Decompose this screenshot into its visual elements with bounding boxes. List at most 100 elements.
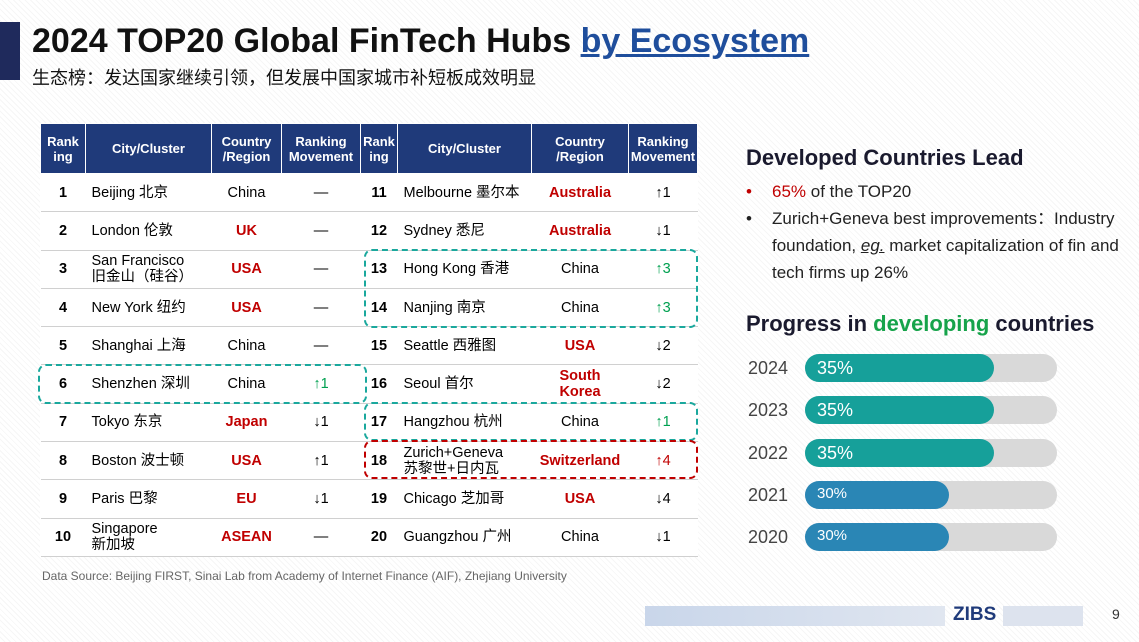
country-cell: China — [211, 364, 282, 404]
column-header: Country /Region — [531, 123, 629, 174]
country-cell: USA — [531, 479, 629, 519]
movement-cell: ↑1 — [281, 441, 361, 481]
source-note: Data Source: Beijing FIRST, Sinai Lab fr… — [42, 569, 567, 583]
movement-cell: — — [281, 288, 361, 328]
logo-text: ZIBS — [953, 604, 997, 625]
column-header: Ranking Movement — [281, 123, 361, 174]
rank-cell: 13 — [360, 250, 398, 289]
movement-cell: — — [281, 211, 361, 251]
city-cell: Singapore 新加坡 — [85, 518, 212, 557]
city-cell: Tokyo 东京 — [85, 403, 212, 443]
chart-title-text: countries — [989, 311, 1095, 336]
table-row: 9 Paris 巴黎 EU ↓1 19 Chicago 芝加哥 USA ↓4 — [40, 479, 698, 519]
table-row: 1 Beijing 北京 China —11 Melbourne 墨尔本 Australi… — [40, 173, 698, 213]
rank-cell: 6 — [40, 364, 86, 404]
country-cell: China — [531, 403, 629, 443]
rank-cell: 8 — [40, 441, 86, 481]
city-cell: Hangzhou 杭州 — [397, 403, 532, 443]
rank-cell: 2 — [40, 211, 86, 251]
country-cell: China — [211, 326, 282, 366]
country-cell: China — [531, 250, 629, 289]
movement-cell: ↓4 — [628, 479, 698, 519]
column-header: City/Cluster — [397, 123, 532, 174]
rank-cell: 11 — [360, 173, 398, 213]
highlight-box — [364, 402, 698, 441]
movement-cell: ↑4 — [628, 441, 698, 481]
country-cell: China — [531, 518, 629, 557]
title-text: 2024 TOP20 Global FinTech Hubs — [32, 22, 581, 60]
table-row: 5 Shanghai 上海 China —15 Seattle 西雅图 USA ↓2 — [40, 326, 698, 366]
rank-cell: 5 — [40, 326, 86, 366]
movement-cell: — — [281, 250, 361, 289]
chart-title-highlight: developing — [873, 311, 990, 336]
movement-cell: ↓1 — [628, 211, 698, 251]
rank-cell: 18 — [360, 441, 398, 481]
bullet-text: market capitalization of fin and tech fi… — [772, 236, 1119, 282]
bullet-text: of the TOP20 — [806, 182, 912, 201]
column-header: Rank ing — [360, 123, 398, 174]
column-header: City/Cluster — [85, 123, 212, 174]
city-cell: San Francisco 旧金山（硅谷） — [85, 250, 212, 289]
rank-cell: 20 — [360, 518, 398, 557]
city-cell: Boston 波士顿 — [85, 441, 212, 481]
year-label: 2024 — [748, 358, 789, 378]
country-cell: USA — [211, 441, 282, 481]
country-cell: China — [531, 288, 629, 328]
bullets: • 65% of the TOP20 • Zurich+Geneva best im… — [746, 178, 1126, 286]
year-label: 2023 — [748, 400, 789, 421]
rank-cell: 7 — [40, 403, 86, 443]
city-cell: Chicago 芝加哥 — [397, 479, 532, 519]
logos — [645, 606, 945, 626]
progress-chart: 2024 35% 2023 35% 2022 35% 2021 30% 2020 30% — [746, 354, 1066, 564]
city-cell: Sydney 悉尼 — [397, 211, 532, 251]
logos — [1003, 606, 1083, 626]
country-cell: Switzerland — [531, 441, 629, 481]
city-cell: New York 纽约 — [85, 288, 212, 328]
country-cell: USA — [211, 288, 282, 328]
country-cell: UK — [211, 211, 282, 251]
country-cell: South Korea — [531, 364, 629, 404]
city-cell: Zurich+Geneva 苏黎世+日内瓦 — [397, 441, 532, 481]
subtitle: 生态榜：发达国家继续引领，但发展中国家城市补短板成效明显 — [32, 68, 536, 88]
rank-cell: 15 — [360, 326, 398, 366]
rank-cell: 3 — [40, 250, 86, 289]
country-cell: EU — [211, 479, 282, 519]
title: 2024 TOP20 Global FinTech Hubs by Ecosys… — [32, 22, 809, 61]
city-cell: Seattle 西雅图 — [397, 326, 532, 366]
bar — [805, 438, 994, 467]
table-row: 3 San Francisco 旧金山（硅谷） USA —13 Hong Kong 香港… — [40, 250, 698, 289]
movement-cell: ↓2 — [628, 364, 698, 404]
city-cell: Hong Kong 香港 — [397, 250, 532, 289]
bullet-text: Zurich+Geneva best improvements：Industry… — [772, 209, 1115, 255]
bullet-highlight: 65% — [772, 182, 807, 201]
table-row: 4 New York 纽约 USA —14 Nanjing 南京 China ↑3 — [40, 288, 698, 328]
chart-title: Progress in developing countries — [746, 311, 1094, 337]
bar-label: 30% — [817, 484, 848, 502]
bar — [805, 396, 994, 425]
highlight-box — [364, 249, 698, 328]
table-row: 6 Shenzhen 深圳 China ↑1 16 Seoul 首尔 South Korea… — [40, 364, 698, 404]
accent-bar — [0, 22, 20, 80]
bullet-emphasis: eg. — [860, 236, 885, 255]
table-row: 10 Singapore 新加坡 ASEAN —20 Guangzhou 广州 China… — [40, 518, 698, 557]
country-cell: USA — [531, 326, 629, 366]
rank-cell: 4 — [40, 288, 86, 328]
movement-cell: — — [281, 326, 361, 366]
movement-cell: ↓2 — [628, 326, 698, 366]
table-row: 8 Boston 波士顿 USA ↑1 18 Zurich+Geneva 苏黎世+日内瓦 S… — [40, 441, 698, 481]
year-label: 2020 — [748, 527, 789, 548]
movement-cell: — — [281, 518, 361, 557]
column-header: Country /Region — [211, 123, 282, 174]
city-cell: London 伦敦 — [85, 211, 212, 251]
rank-cell: 10 — [40, 518, 86, 557]
city-cell: Shenzhen 深圳 — [85, 364, 212, 404]
bullet: • Zurich+Geneva best improvements：Industr… — [746, 209, 1119, 282]
movement-cell: ↓1 — [281, 479, 361, 519]
bar — [805, 354, 994, 382]
bar — [805, 523, 949, 552]
city-cell: Shanghai 上海 — [85, 326, 212, 366]
chart-title-text: Progress in — [746, 311, 874, 336]
movement-cell: ↑1 — [628, 173, 698, 213]
panel-heading: Developed Countries Lead — [746, 145, 1024, 170]
